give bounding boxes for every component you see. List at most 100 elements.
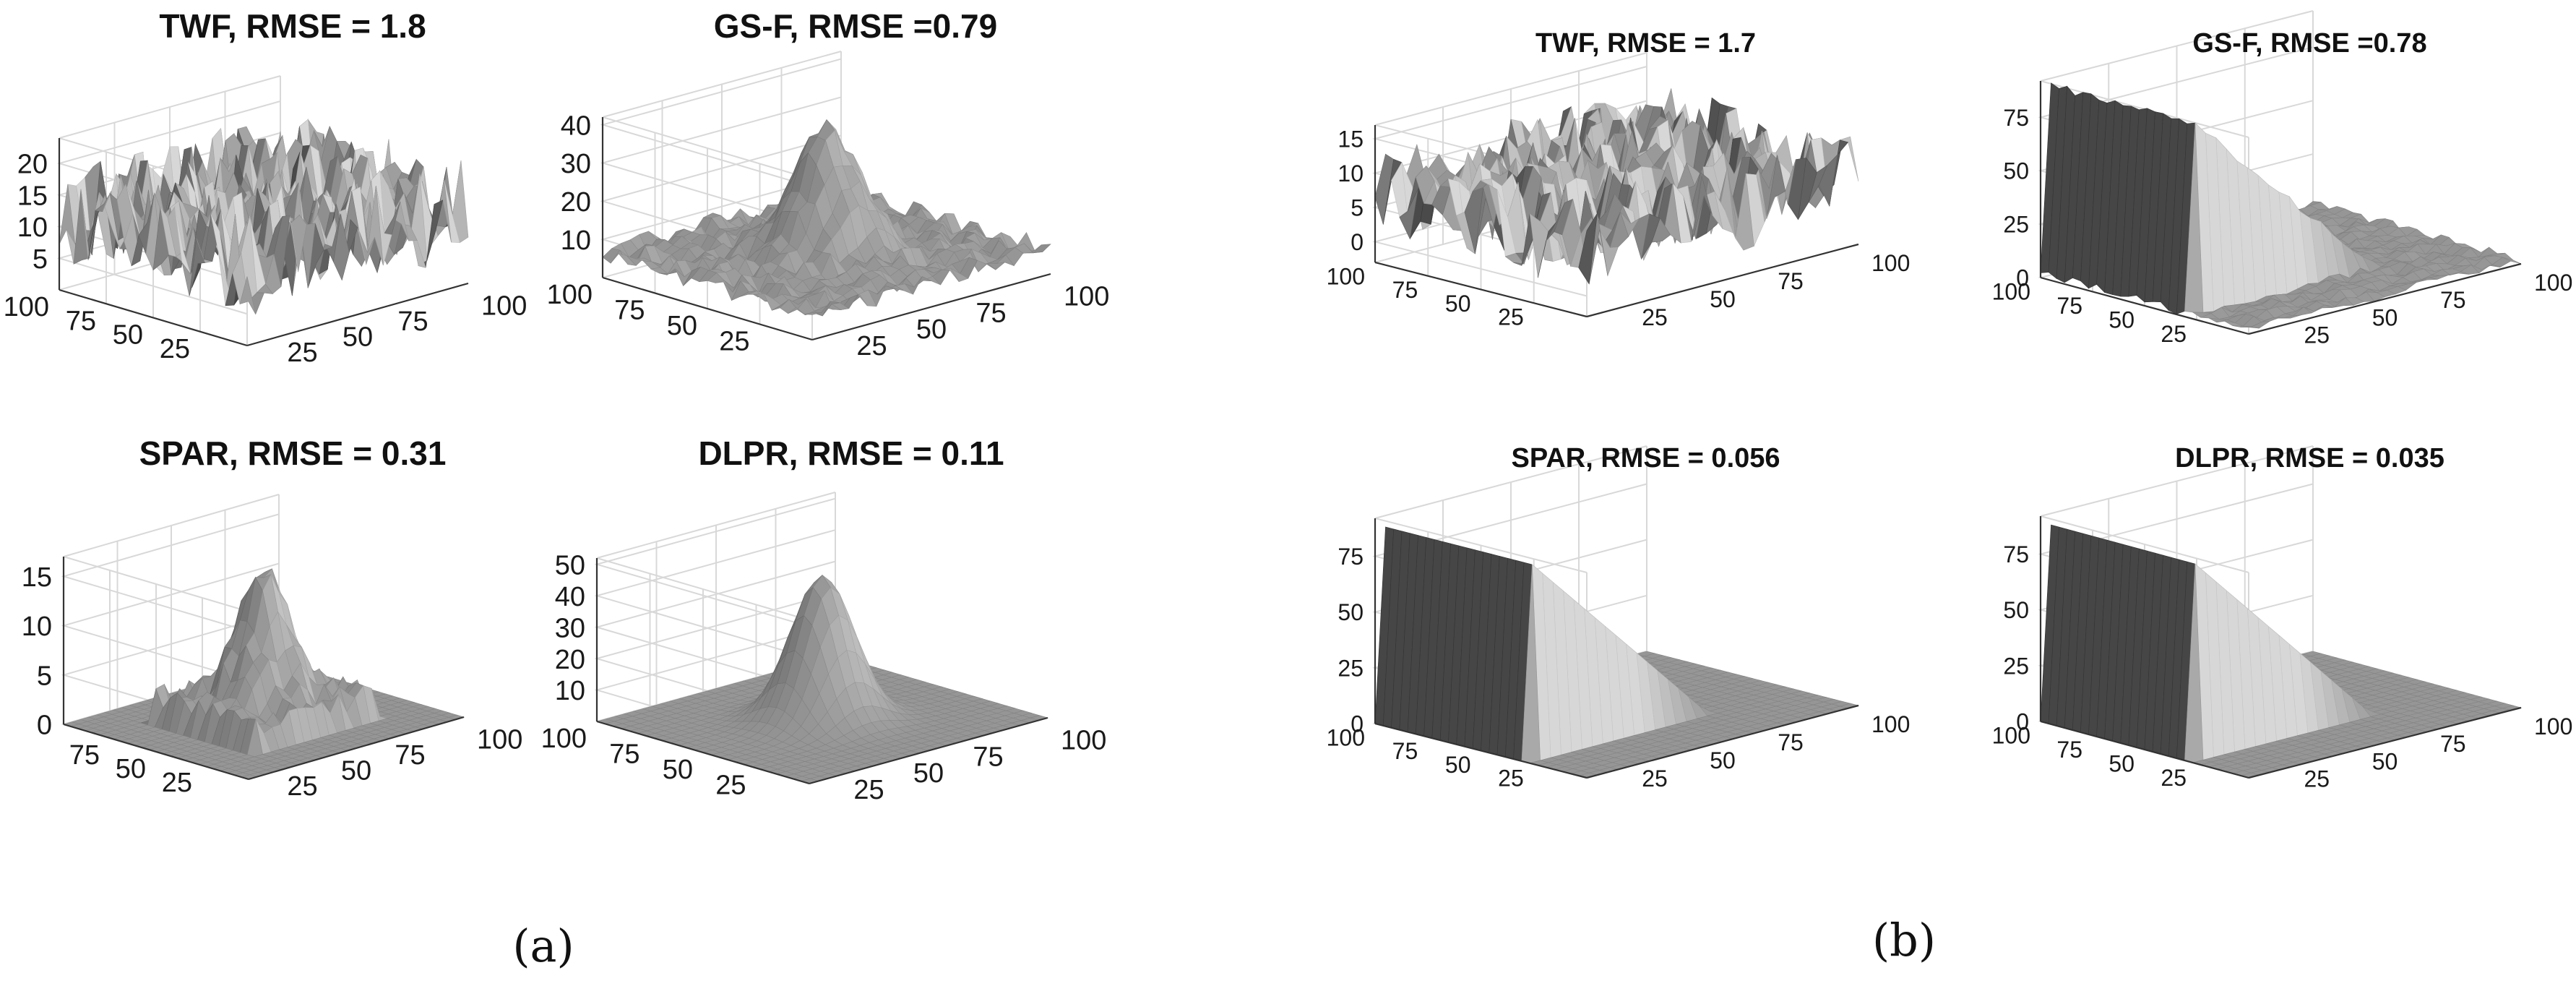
surface-mesh [1374,88,1859,285]
z-tick-label: 5 [37,661,52,691]
y-tick-label: 100 [1992,278,2030,304]
box-edge [596,557,810,621]
y-axis-line [59,288,248,347]
surface-mesh [1374,526,1860,779]
panel-title: DLPR, RMSE = 0.11 [698,434,1004,472]
y-tick-label: 50 [663,755,693,785]
box-edge [63,494,280,557]
x-tick-label: 25 [287,771,317,802]
z-tick-label: 50 [2003,158,2029,184]
x-tick-label: 25 [1642,766,1668,792]
y-tick-label: 25 [2161,321,2187,347]
x-tick-label: 50 [2372,304,2398,330]
x-tick-label: 75 [973,742,1003,772]
surface-mesh [602,119,1051,317]
surface-mesh [62,568,465,780]
axis-lines [62,557,465,781]
x-tick-label: 50 [1710,747,1736,773]
y-tick-label: 25 [162,768,192,798]
x-tick-label: 100 [1871,250,1910,276]
y-tick-label: 50 [2108,306,2135,333]
y-axis-line [602,276,813,341]
x-tick-label: 100 [1064,282,1109,312]
z-tick-label: 5 [33,244,48,275]
z-tick-label: 40 [561,111,591,141]
z-tick-label: 5 [1351,195,1364,221]
surface-patch [602,248,621,264]
z-tick-label: 0 [1351,229,1364,255]
x-tick-label: 25 [856,331,887,361]
z-tick-label: 15 [22,562,52,593]
y-tick-label: 75 [66,306,96,336]
z-tick-label: 10 [555,676,585,706]
z-tick-label: 20 [561,187,591,218]
y-axis-line [2040,276,2249,335]
y-axis-line [63,723,249,781]
z-tick-label: 15 [1337,127,1364,153]
surface-patch [239,276,257,314]
z-tick-label: 30 [561,149,591,179]
x-tick-label: 75 [2440,287,2466,313]
z-tick-label: 20 [17,150,48,180]
x-axis-line [809,716,1048,785]
z-tick-label: 0 [37,711,52,741]
y-tick-label: 75 [69,740,100,771]
z-tick-label: 75 [2003,105,2029,131]
x-tick-label: 75 [1778,729,1804,755]
x-tick-label: 50 [916,314,947,345]
z-tick-label: 10 [17,213,48,243]
x-tick-label: 25 [853,775,884,805]
x-tick-label: 75 [395,740,425,771]
x-tick-label: 50 [341,756,371,786]
box-edge [1374,518,1588,573]
surface-patch [1374,153,1395,225]
x-tick-label: 100 [1871,711,1910,737]
panel-title: TWF, RMSE = 1.8 [159,7,426,45]
x-axis-line [2248,262,2522,335]
box-edge [59,75,281,139]
x-tick-label: 100 [481,291,527,322]
y-tick-label: 100 [541,724,587,754]
panel-title: GS-F, RMSE =0.78 [2192,28,2426,59]
box-edge [1374,52,1647,126]
y-tick-label: 75 [614,296,645,326]
x-axis-line [246,282,469,347]
panel-title: GS-F, RMSE =0.79 [714,7,997,45]
z-tick-label: 0 [2016,265,2029,291]
surface-mesh [59,119,469,315]
box-edge [596,492,836,559]
x-tick-label: 50 [343,322,373,353]
x-tick-label: 25 [1642,304,1668,330]
x-axis-line [1586,243,1859,318]
y-tick-label: 100 [547,280,593,310]
axis-lines [58,138,469,347]
z-tick-label: 10 [561,226,591,256]
box-edge [602,51,842,118]
box-edge [1374,445,1647,519]
y-tick-label: 50 [667,311,697,341]
panel-title: TWF, RMSE = 1.7 [1535,28,1756,59]
y-tick-label: 100 [1327,263,1365,289]
y-tick-label: 25 [715,771,746,801]
surface-patch [804,312,822,315]
y-tick-label: 50 [113,320,143,351]
z-tick-label: 40 [555,582,585,612]
x-tick-label: 100 [2534,270,2572,296]
box-edge [2040,10,2314,82]
panel-label-b: (b) [1872,914,1936,966]
x-axis-line [811,273,1051,341]
y-tick-label: 50 [116,754,146,784]
axis-lines [2039,81,2522,335]
x-tick-label: 25 [2304,322,2330,348]
box-edge [63,556,249,612]
z-tick-label: 10 [22,612,52,642]
panel-label-a: (a) [512,919,574,972]
